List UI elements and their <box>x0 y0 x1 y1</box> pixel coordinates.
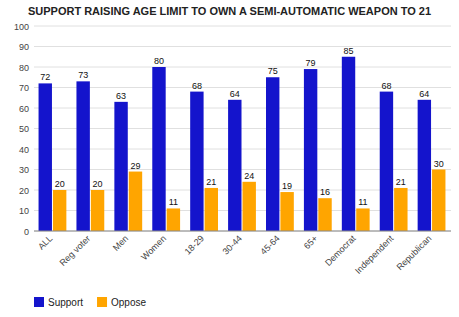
bar <box>76 81 89 231</box>
y-tick-label: 50 <box>19 124 29 134</box>
data-label: 30 <box>434 159 444 169</box>
x-tick-label: Men <box>111 233 130 252</box>
x-tick-label: 65+ <box>302 233 320 251</box>
data-label: 75 <box>268 66 278 76</box>
data-label: 20 <box>55 179 65 189</box>
data-label: 80 <box>154 56 164 66</box>
legend-swatch <box>97 297 107 307</box>
data-label: 11 <box>358 197 367 207</box>
legend-label: Support <box>48 297 83 308</box>
data-label: 29 <box>130 161 140 171</box>
y-tick-label: 60 <box>19 104 29 114</box>
grid <box>34 26 451 231</box>
y-tick-label: 80 <box>19 63 29 73</box>
bar <box>152 67 165 231</box>
y-tick-label: 90 <box>19 42 29 52</box>
bar <box>280 192 293 231</box>
y-tick-label: 30 <box>19 165 29 175</box>
x-tick-label: Democrat <box>323 233 358 268</box>
y-tick-label: 70 <box>19 83 29 93</box>
bar <box>228 100 241 231</box>
x-tick-label: 18-29 <box>183 233 206 256</box>
data-label: 21 <box>206 177 216 187</box>
bar <box>114 102 127 231</box>
x-tick-label: Republican <box>395 233 434 272</box>
x-tick-label: Independent <box>353 233 396 276</box>
data-label: 64 <box>419 89 429 99</box>
data-label: 68 <box>192 81 202 91</box>
x-tick-label: ALL <box>36 233 54 251</box>
chart-svg: SUPPORT RAISING AGE LIMIT TO OWN A SEMI-… <box>0 0 459 317</box>
data-label: 68 <box>381 81 391 91</box>
grid-line <box>34 67 451 68</box>
y-tick-label: 40 <box>19 145 29 155</box>
bars <box>39 57 446 231</box>
data-label: 85 <box>344 46 354 56</box>
y-tick-label: 100 <box>14 22 29 32</box>
grid-line <box>34 26 451 27</box>
bar <box>167 208 180 231</box>
data-labels: 72 73 63 80 68 64 75 79 85 68 64 20 20 29 11 21 24 19 16 11… <box>40 46 444 208</box>
bar <box>342 57 355 231</box>
data-label: 16 <box>320 187 330 197</box>
bar <box>418 100 431 231</box>
bar <box>380 92 393 231</box>
grid-line <box>34 46 451 47</box>
bar <box>266 77 279 231</box>
data-label: 24 <box>244 171 254 181</box>
data-label: 73 <box>78 70 88 80</box>
title: SUPPORT RAISING AGE LIMIT TO OWN A SEMI-… <box>28 5 431 17</box>
chart-container: SUPPORT RAISING AGE LIMIT TO OWN A SEMI-… <box>0 0 459 317</box>
data-label: 63 <box>116 91 126 101</box>
bar <box>356 208 369 231</box>
bar <box>243 182 256 231</box>
bar <box>39 83 52 231</box>
bar <box>432 170 445 232</box>
x-tick-label: Women <box>139 233 168 262</box>
x-tick-label: 30-44 <box>221 233 244 256</box>
bar <box>394 188 407 231</box>
x-tick-label: Reg voter <box>58 233 93 268</box>
bar <box>318 198 331 231</box>
legend: Support Oppose <box>34 297 146 308</box>
data-label: 79 <box>306 58 316 68</box>
y-tick-label: 20 <box>19 186 29 196</box>
bar <box>190 92 203 231</box>
data-label: 21 <box>396 177 406 187</box>
data-label: 20 <box>93 179 103 189</box>
bar <box>53 190 66 231</box>
x-axis-line <box>34 231 451 232</box>
legend-swatch <box>34 297 44 307</box>
grid-line <box>34 231 451 232</box>
y-tick-label: 0 <box>24 227 29 237</box>
data-label: 72 <box>40 72 50 82</box>
x-tick-label: 45-64 <box>258 233 281 256</box>
bar <box>129 172 142 231</box>
data-label: 19 <box>282 181 292 191</box>
data-label: 64 <box>230 89 240 99</box>
data-label: 11 <box>169 197 178 207</box>
y-tick-label: 10 <box>19 206 29 216</box>
bar <box>205 188 218 231</box>
bar <box>91 190 104 231</box>
legend-label: Oppose <box>111 297 146 308</box>
bar <box>304 69 317 231</box>
